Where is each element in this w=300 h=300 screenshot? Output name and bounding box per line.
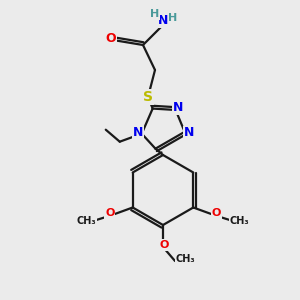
Text: CH₃: CH₃ [230,215,249,226]
Text: N: N [184,126,194,139]
Text: CH₃: CH₃ [175,254,195,264]
Text: H: H [150,9,160,19]
Text: N: N [158,14,168,28]
Text: H: H [168,13,178,23]
Text: O: O [159,240,169,250]
Text: O: O [106,32,116,46]
Text: O: O [105,208,114,218]
Text: N: N [172,101,183,115]
Text: S: S [143,90,153,104]
Text: N: N [133,126,143,139]
Text: CH₃: CH₃ [77,215,97,226]
Text: O: O [212,208,221,218]
